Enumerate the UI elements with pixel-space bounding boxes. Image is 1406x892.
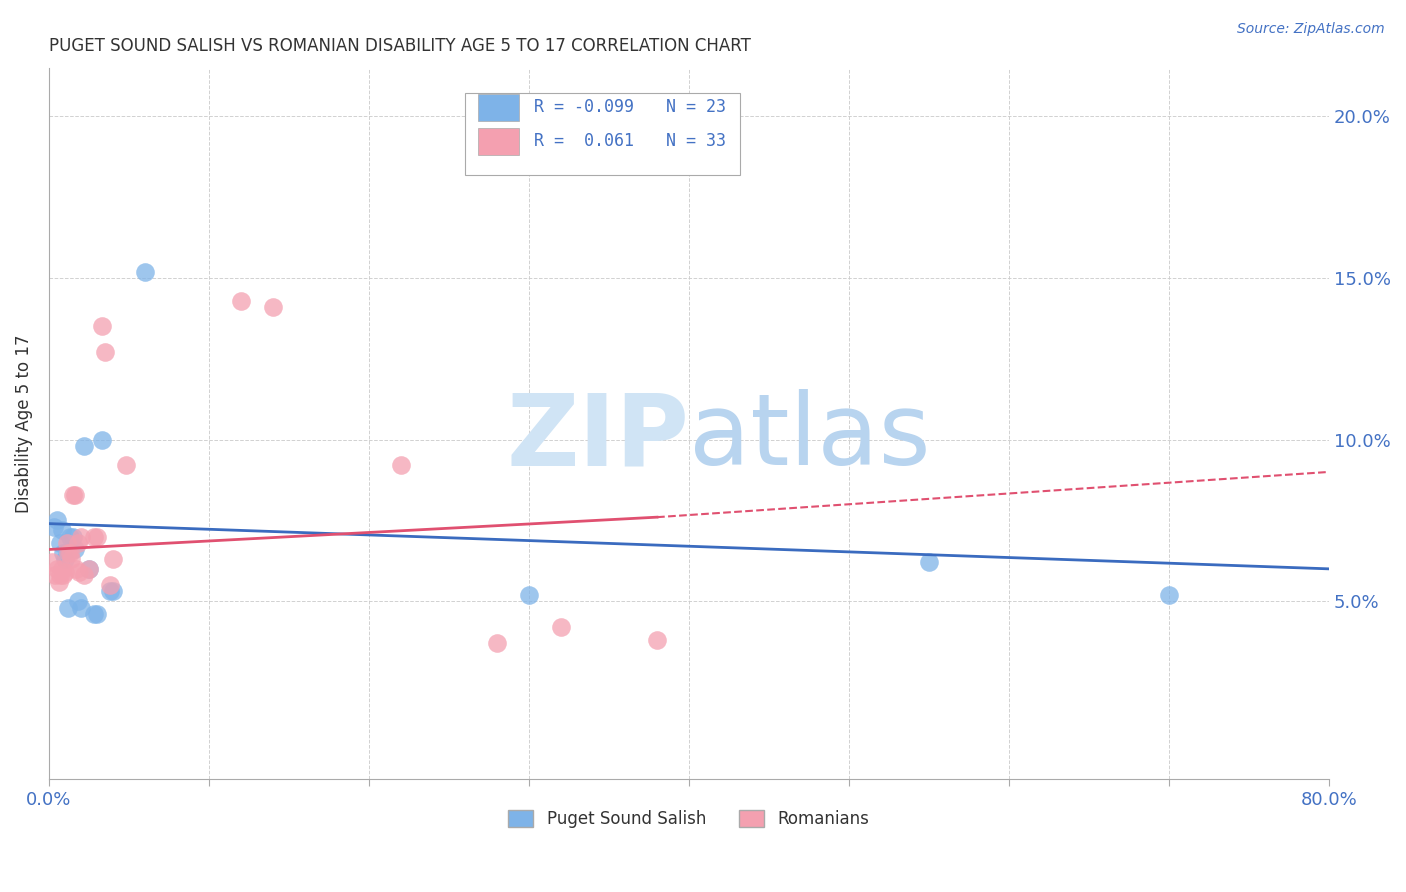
FancyBboxPatch shape xyxy=(478,128,519,154)
Romanians xyxy=(53,565,76,579)
Puget Sound Salish xyxy=(53,552,76,566)
Puget Sound Salish xyxy=(134,264,156,278)
Puget Sound Salish xyxy=(42,520,65,534)
Puget Sound Salish xyxy=(83,607,105,621)
Puget Sound Salish xyxy=(70,600,93,615)
Romanians xyxy=(49,568,72,582)
Romanians xyxy=(48,574,70,589)
Puget Sound Salish xyxy=(62,530,84,544)
Puget Sound Salish xyxy=(517,588,540,602)
Romanians xyxy=(55,536,77,550)
Text: N = 33: N = 33 xyxy=(666,132,725,150)
Romanians xyxy=(65,562,87,576)
Y-axis label: Disability Age 5 to 17: Disability Age 5 to 17 xyxy=(15,334,32,513)
Romanians xyxy=(66,536,89,550)
Romanians xyxy=(550,620,572,634)
Romanians xyxy=(44,568,66,582)
Romanians xyxy=(51,562,73,576)
Puget Sound Salish xyxy=(56,600,79,615)
Puget Sound Salish xyxy=(59,530,82,544)
Romanians xyxy=(62,487,84,501)
Romanians xyxy=(86,530,108,544)
Puget Sound Salish xyxy=(52,546,75,560)
Romanians xyxy=(83,530,105,544)
Puget Sound Salish xyxy=(63,542,86,557)
Romanians xyxy=(60,552,83,566)
Romanians xyxy=(59,546,82,560)
Romanians xyxy=(56,546,79,560)
Text: atlas: atlas xyxy=(689,389,931,486)
Puget Sound Salish xyxy=(51,523,73,537)
Text: N = 23: N = 23 xyxy=(666,98,725,116)
Romanians xyxy=(77,562,100,576)
Romanians xyxy=(46,562,69,576)
Puget Sound Salish xyxy=(98,584,121,599)
Romanians xyxy=(645,632,668,647)
Text: Source: ZipAtlas.com: Source: ZipAtlas.com xyxy=(1237,22,1385,37)
Text: R = -0.099: R = -0.099 xyxy=(534,98,634,116)
Romanians xyxy=(94,345,117,359)
Romanians xyxy=(90,319,112,334)
Text: PUGET SOUND SALISH VS ROMANIAN DISABILITY AGE 5 TO 17 CORRELATION CHART: PUGET SOUND SALISH VS ROMANIAN DISABILIT… xyxy=(49,37,751,55)
Romanians xyxy=(389,458,412,473)
Puget Sound Salish xyxy=(77,562,100,576)
Puget Sound Salish xyxy=(86,607,108,621)
Romanians xyxy=(101,552,124,566)
Puget Sound Salish xyxy=(49,536,72,550)
Romanians xyxy=(98,578,121,592)
Puget Sound Salish xyxy=(46,513,69,527)
Romanians xyxy=(70,530,93,544)
Legend: Puget Sound Salish, Romanians: Puget Sound Salish, Romanians xyxy=(502,803,876,835)
Puget Sound Salish xyxy=(73,439,96,453)
Text: ZIP: ZIP xyxy=(506,389,689,486)
Romanians xyxy=(52,568,75,582)
Romanians xyxy=(114,458,136,473)
Romanians xyxy=(73,568,96,582)
FancyBboxPatch shape xyxy=(465,93,741,175)
Text: R =  0.061: R = 0.061 xyxy=(534,132,634,150)
Romanians xyxy=(262,300,284,314)
Romanians xyxy=(67,565,90,579)
Puget Sound Salish xyxy=(918,555,941,569)
Puget Sound Salish xyxy=(90,433,112,447)
Romanians xyxy=(229,293,252,308)
Puget Sound Salish xyxy=(66,594,89,608)
Romanians xyxy=(486,636,509,650)
Romanians xyxy=(63,487,86,501)
FancyBboxPatch shape xyxy=(478,94,519,120)
Puget Sound Salish xyxy=(101,584,124,599)
Puget Sound Salish xyxy=(1159,588,1181,602)
Romanians xyxy=(41,555,63,569)
